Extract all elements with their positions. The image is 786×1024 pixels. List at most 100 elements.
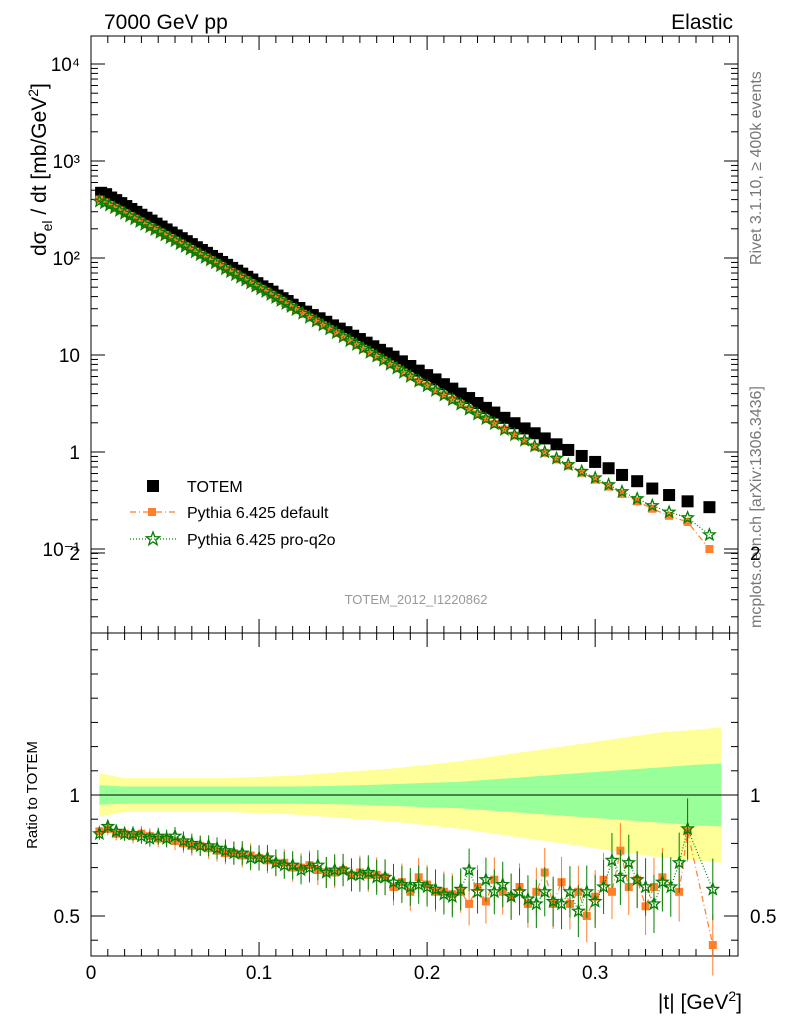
ratio-proq2o-point	[428, 881, 443, 896]
default-point	[530, 442, 539, 451]
rivet-label: Rivet 3.1.10, ≥ 400k events	[748, 71, 765, 265]
default-point	[110, 203, 119, 212]
proq2o-point	[453, 396, 469, 411]
proq2o-point	[308, 313, 324, 328]
proq2o-point	[549, 450, 564, 465]
default-point	[150, 225, 159, 234]
ratio-proq2o-point	[570, 903, 586, 918]
ratio-proq2o-point	[217, 842, 233, 857]
ratio-default-point	[708, 941, 717, 950]
proq2o-point	[375, 352, 391, 367]
ratio-proq2o-point	[318, 864, 334, 879]
proq2o-point	[478, 410, 494, 426]
proq2o-point	[486, 416, 502, 431]
proq2o-point	[644, 497, 660, 513]
proq2o-point	[461, 401, 477, 416]
ratio-proq2o-point	[587, 893, 603, 908]
default-point	[665, 511, 674, 520]
proq2o-point	[680, 509, 696, 525]
header-process-label: Elastic	[671, 11, 733, 34]
proq2o-point	[419, 378, 435, 393]
legend-marker-totem	[147, 480, 159, 492]
default-point	[165, 233, 174, 242]
mcplots-label: mcplots.cern.ch [arXiv:1306.3436]	[748, 386, 765, 628]
proq2o-point	[355, 340, 371, 355]
ratio-proq2o-point	[234, 845, 250, 860]
default-point	[236, 273, 245, 282]
default-point	[379, 356, 388, 365]
totem-point	[575, 449, 588, 462]
ratio-proq2o-point	[293, 862, 309, 877]
green-line	[99, 200, 710, 536]
default-point	[365, 348, 374, 357]
proq2o-point	[587, 470, 603, 485]
ratio-ytick-label-left: 0.5	[54, 907, 80, 928]
proq2o-point	[302, 309, 317, 324]
totem-point	[518, 422, 531, 435]
proq2o-point	[288, 301, 304, 317]
ratio-proq2o-point	[604, 852, 620, 867]
proq2o-point	[362, 344, 378, 359]
ratio-proq2o-point	[419, 879, 435, 894]
proq2o-point	[517, 432, 533, 447]
y-axis-title: dσel / dt [mb/GeV2]	[25, 83, 55, 256]
ratio-proq2o-point	[545, 893, 561, 908]
default-point	[246, 279, 255, 288]
default-point	[520, 436, 529, 445]
ratio-proq2o-point	[629, 871, 645, 887]
ratio-proq2o-point	[377, 869, 393, 884]
ratio-proq2o-point	[335, 862, 351, 877]
default-point	[251, 282, 260, 291]
xtick-label: 0.1	[246, 963, 272, 984]
proq2o-point	[349, 336, 364, 352]
proq2o-point	[389, 360, 405, 375]
ratio-proq2o-point	[503, 888, 519, 903]
default-point	[552, 455, 561, 464]
legend-label-totem: TOTEM	[187, 479, 243, 496]
default-point	[145, 222, 154, 231]
ratio-axis-title: Ratio to TOTEM	[24, 741, 41, 849]
proq2o-point	[428, 382, 443, 397]
ratio-proq2o-point	[142, 830, 158, 845]
ratio-proq2o-point	[360, 864, 376, 879]
ratio-proq2o-point	[453, 881, 469, 896]
default-point	[392, 364, 401, 373]
ratio-panel: 0.5 0.5 1 1 2 2 0 0.1 0.2 0.3	[54, 544, 777, 984]
ratio-proq2o-point	[302, 859, 317, 875]
proq2o-point	[382, 356, 398, 371]
ratio-proq2o-point	[528, 895, 544, 911]
default-point	[95, 195, 104, 204]
default-point	[176, 239, 185, 248]
legend-marker-default	[148, 508, 156, 516]
default-point	[399, 368, 408, 377]
ratio-proq2o-point	[680, 821, 696, 836]
proq2o-point	[315, 317, 331, 332]
x-axis-title: |t| [GeV2]	[658, 988, 742, 1014]
ratio-proq2o-point	[663, 879, 679, 894]
ratio-proq2o-point	[310, 857, 326, 872]
ratio-proq2o-point	[579, 883, 595, 899]
ratio-proq2o-point	[285, 857, 301, 872]
default-point	[216, 261, 225, 270]
proq2o-point	[322, 321, 338, 336]
ratio-proq2o-point	[402, 879, 418, 894]
ratio-ytick-label-right: 2	[750, 544, 761, 565]
ratio-proq2o-point	[461, 862, 477, 877]
default-point	[481, 414, 490, 423]
proq2o-point	[402, 368, 418, 383]
default-point	[241, 276, 250, 285]
totem-point	[528, 427, 541, 440]
main-panel: 10⁻¹ 1 10 10² 10³ 10⁴	[43, 35, 739, 634]
default-point	[206, 256, 215, 265]
proq2o-point	[507, 427, 522, 442]
totem-point	[646, 482, 659, 495]
totem-point	[538, 432, 551, 445]
ratio-proq2o-point	[537, 883, 553, 899]
default-point	[115, 206, 124, 215]
default-point	[155, 228, 164, 237]
ratio-proq2o-point	[654, 874, 670, 889]
proq2o-point	[411, 373, 427, 388]
default-point	[414, 377, 423, 386]
default-point	[292, 306, 301, 315]
